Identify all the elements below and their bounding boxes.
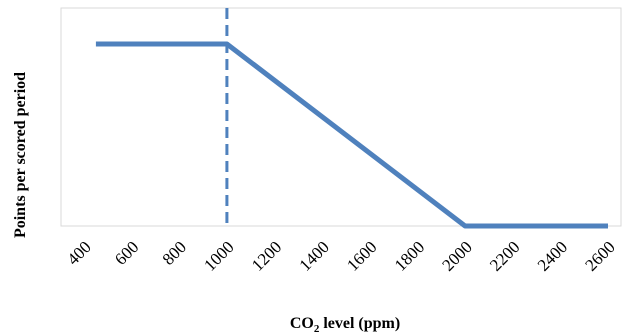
plot-area-frame [60,7,622,227]
x-axis-title-subscript: 2 [314,323,320,335]
x-axis-title: CO2 level (ppm) [290,315,400,335]
x-tick-label-2000: 2000 [438,237,475,274]
x-tick-label-1200: 1200 [248,237,285,274]
x-tick-label-2600: 2600 [581,237,618,274]
x-tick-label-1400: 1400 [296,237,333,274]
x-tick-label-1800: 1800 [391,237,428,274]
x-tick-label-1600: 1600 [343,237,380,274]
x-tick-label-600: 600 [111,237,142,268]
series-group [95,41,608,229]
x-tick-label-400: 400 [63,237,94,268]
x-tick-labels: 400 600 800 1000 1200 1400 1600 1800 2000 2200 240… [63,237,618,274]
x-tick-label-800: 800 [159,237,190,268]
x-axis-title-main: CO [290,315,314,332]
y-axis-title: Points per scored period [12,72,29,238]
x-tick-label-2400: 2400 [534,237,571,274]
series-line-0 [95,41,608,229]
x-tick-label-1000: 1000 [200,237,237,274]
x-tick-label-2200: 2200 [486,237,523,274]
x-axis-title-rest: level (ppm) [319,315,400,332]
